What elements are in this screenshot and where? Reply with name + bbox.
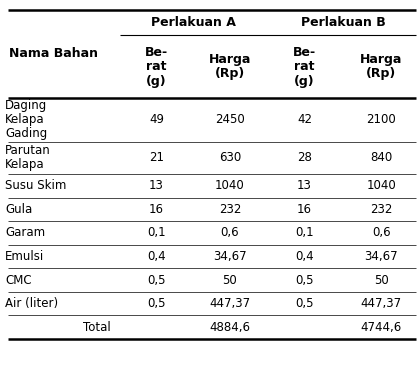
Text: Total: Total [83, 321, 110, 334]
Text: Harga
(Rp): Harga (Rp) [360, 53, 402, 81]
Text: 50: 50 [223, 274, 237, 287]
Text: Be-
rat
(g): Be- rat (g) [145, 46, 168, 88]
Text: 34,67: 34,67 [213, 250, 247, 263]
Text: 2100: 2100 [366, 113, 396, 127]
Text: 4744,6: 4744,6 [360, 321, 402, 334]
Text: 0,5: 0,5 [295, 274, 314, 287]
Text: Susu Skim: Susu Skim [5, 179, 66, 192]
Text: 0,5: 0,5 [147, 274, 166, 287]
Text: Garam: Garam [5, 226, 45, 239]
Text: 630: 630 [219, 151, 241, 165]
Text: 0,6: 0,6 [220, 226, 239, 239]
Text: Parutan
Kelapa: Parutan Kelapa [5, 144, 51, 171]
Text: 0,6: 0,6 [372, 226, 391, 239]
Text: CMC: CMC [5, 274, 32, 287]
Text: 840: 840 [370, 151, 392, 165]
Text: 0,4: 0,4 [295, 250, 314, 263]
Text: 16: 16 [149, 203, 164, 216]
Text: 2450: 2450 [215, 113, 245, 127]
Text: 0,4: 0,4 [147, 250, 166, 263]
Text: 21: 21 [149, 151, 164, 165]
Text: 13: 13 [149, 179, 164, 192]
Text: 1040: 1040 [366, 179, 396, 192]
Text: Be-
rat
(g): Be- rat (g) [293, 46, 316, 88]
Text: 0,1: 0,1 [147, 226, 166, 239]
Text: Perlakuan B: Perlakuan B [301, 16, 386, 29]
Text: 13: 13 [297, 179, 312, 192]
Text: 50: 50 [374, 274, 388, 287]
Text: Perlakuan A: Perlakuan A [151, 16, 236, 29]
Text: 447,37: 447,37 [361, 297, 402, 310]
Text: Nama Bahan: Nama Bahan [9, 47, 98, 60]
Text: 232: 232 [370, 203, 392, 216]
Text: Emulsi: Emulsi [5, 250, 44, 263]
Text: 0,5: 0,5 [147, 297, 166, 310]
Text: 1040: 1040 [215, 179, 245, 192]
Text: 447,37: 447,37 [210, 297, 250, 310]
Text: Air (liter): Air (liter) [5, 297, 58, 310]
Text: 0,1: 0,1 [295, 226, 314, 239]
Text: Daging
Kelapa
Gading: Daging Kelapa Gading [5, 100, 47, 140]
Text: 4884,6: 4884,6 [210, 321, 250, 334]
Text: 34,67: 34,67 [364, 250, 398, 263]
Text: 232: 232 [219, 203, 241, 216]
Text: 0,5: 0,5 [295, 297, 314, 310]
Text: 28: 28 [297, 151, 312, 165]
Text: 42: 42 [297, 113, 312, 127]
Text: Harga
(Rp): Harga (Rp) [209, 53, 251, 81]
Text: Gula: Gula [5, 203, 32, 216]
Text: 16: 16 [297, 203, 312, 216]
Text: 49: 49 [149, 113, 164, 127]
